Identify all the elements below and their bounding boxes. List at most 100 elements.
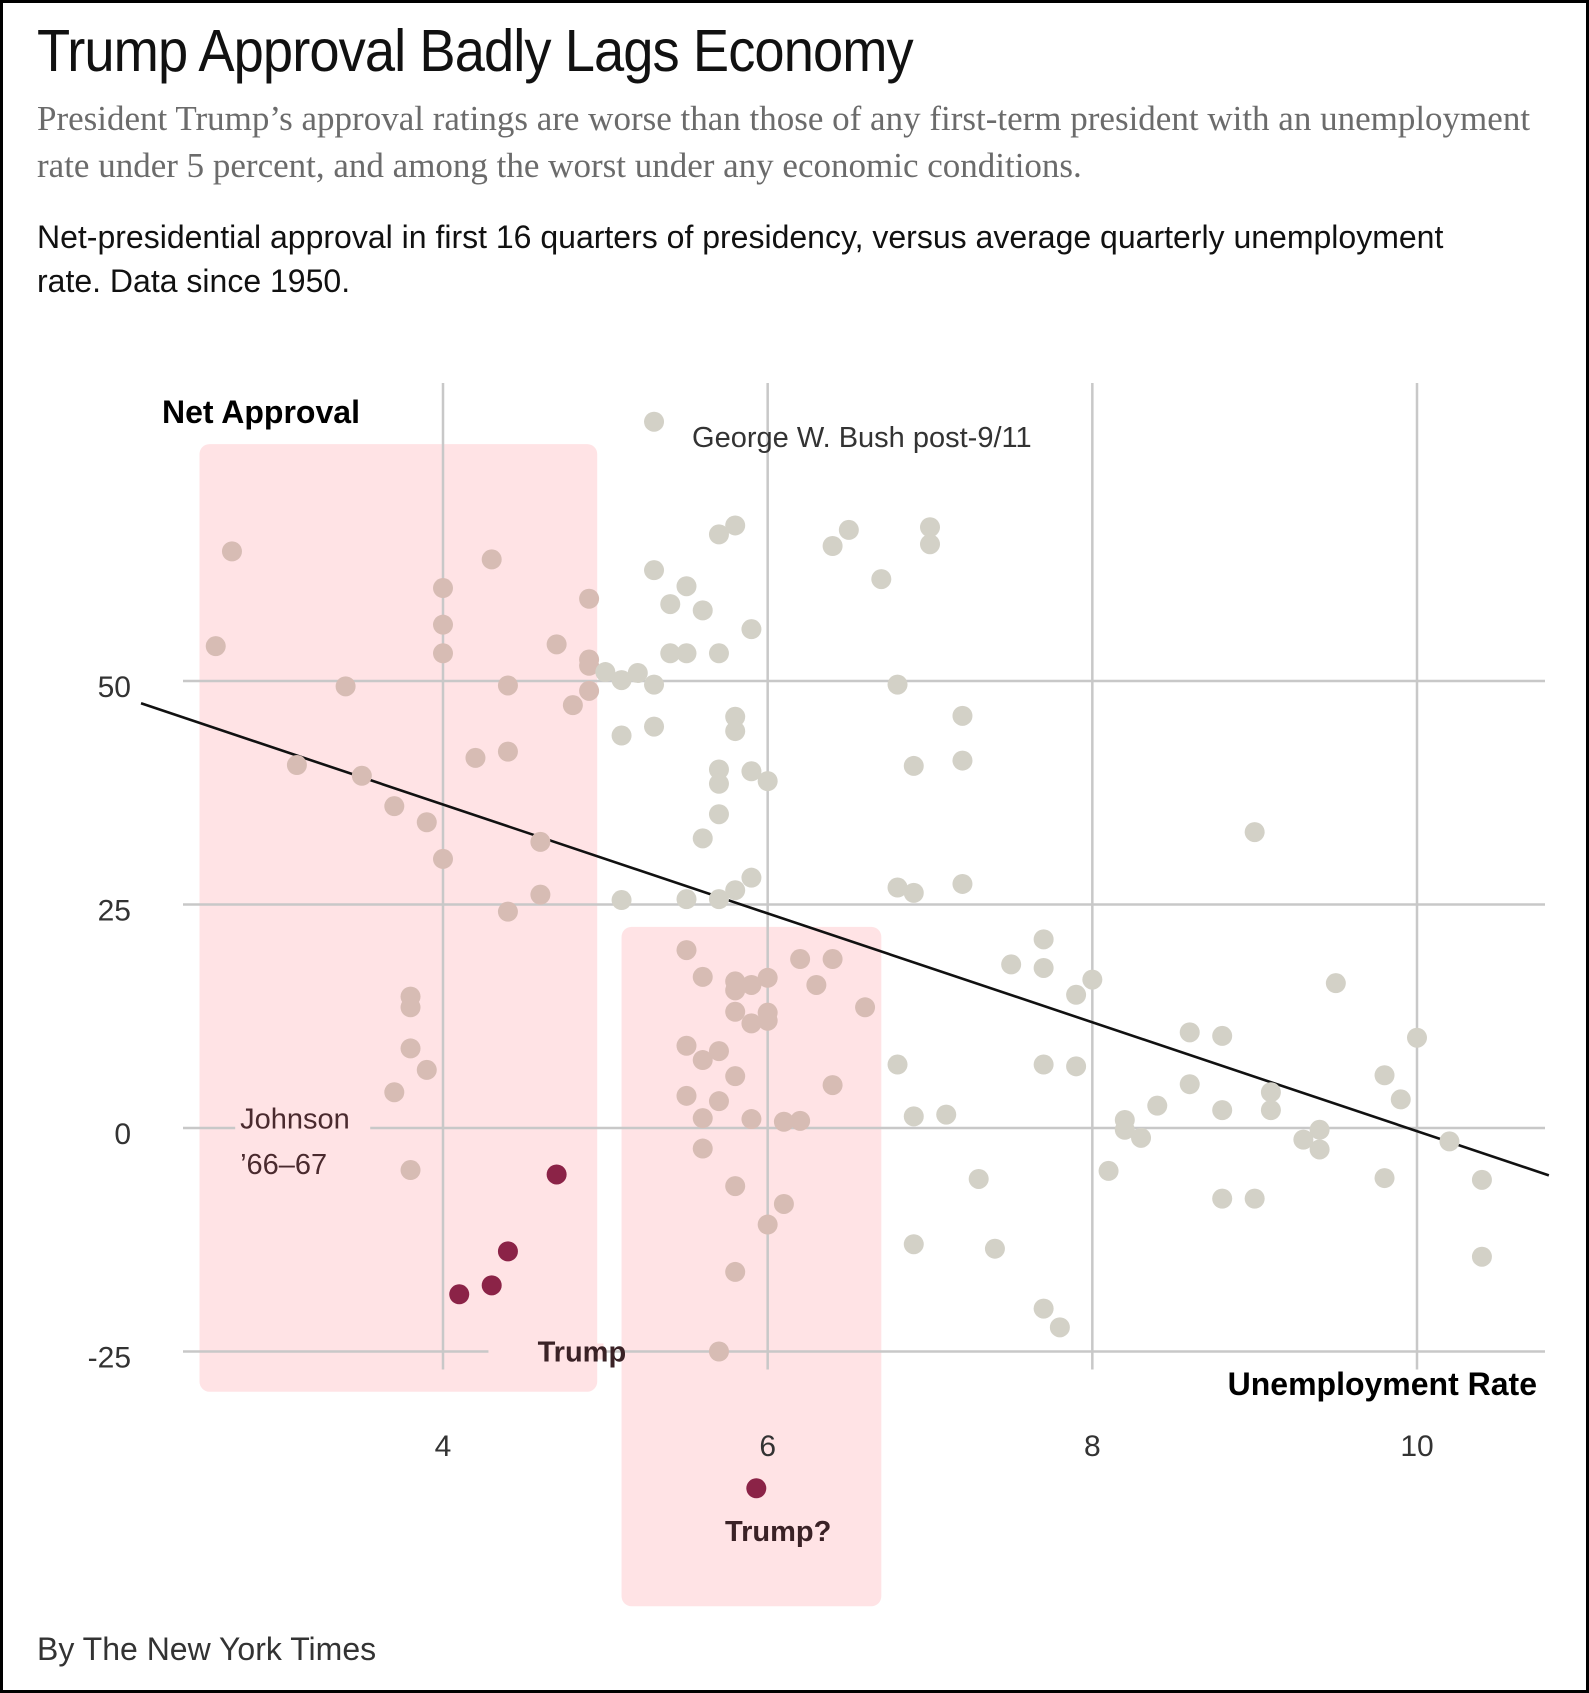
y-tick-label: 0 — [114, 1118, 131, 1151]
data-point — [676, 940, 697, 961]
data-point — [725, 1001, 746, 1022]
trend-line-group — [140, 702, 1550, 1177]
data-point — [822, 1075, 843, 1096]
data-point — [611, 725, 632, 746]
data-point — [1212, 1100, 1233, 1121]
data-point — [1033, 929, 1054, 950]
highlight-bands — [199, 444, 882, 1607]
data-point — [400, 1160, 421, 1181]
trump-point — [546, 1164, 567, 1185]
x-tick-label: 4 — [435, 1430, 452, 1463]
data-point — [1033, 957, 1054, 978]
y-axis-title: Net Approval — [162, 394, 360, 430]
data-point — [725, 880, 746, 901]
data-point — [1390, 1089, 1411, 1110]
data-point — [806, 974, 827, 995]
data-point — [741, 1109, 762, 1130]
data-point — [692, 1108, 713, 1129]
data-point — [708, 1341, 729, 1362]
data-point — [741, 974, 762, 995]
y-tick-label: 25 — [98, 895, 131, 928]
data-point — [335, 676, 356, 697]
data-point — [790, 949, 811, 970]
data-points — [205, 411, 1492, 1499]
data-point — [1049, 1317, 1070, 1338]
data-point — [1244, 1188, 1265, 1209]
y-tick-label: -25 — [88, 1342, 131, 1375]
data-point — [221, 541, 242, 562]
trump-point — [481, 1275, 502, 1296]
data-point — [838, 519, 859, 540]
data-point — [562, 695, 583, 716]
data-point — [433, 578, 453, 599]
chart-subtitle: President Trump’s approval ratings are w… — [37, 99, 1531, 185]
data-point — [1131, 1127, 1152, 1148]
data-point — [286, 755, 307, 776]
data-point — [644, 674, 665, 695]
data-point — [416, 812, 437, 833]
data-point — [1179, 1074, 1200, 1095]
data-point — [708, 643, 729, 664]
data-point — [400, 997, 421, 1018]
data-point — [692, 600, 713, 621]
trump-point — [497, 1241, 518, 1262]
data-point — [530, 884, 551, 905]
data-point — [433, 614, 453, 635]
data-point — [1309, 1139, 1330, 1160]
data-point — [952, 705, 973, 726]
data-point — [757, 1214, 778, 1235]
data-point — [822, 949, 843, 970]
data-point — [1374, 1168, 1395, 1189]
data-point — [887, 1054, 908, 1075]
data-point — [1066, 1056, 1087, 1077]
chart-labels: Net Approval Unemployment Rate George W.… — [162, 394, 1537, 1548]
data-point — [1066, 984, 1087, 1005]
data-point — [465, 747, 486, 768]
label-knockout — [235, 1122, 371, 1134]
data-point — [644, 411, 665, 432]
annotation-johnson: Johnson — [240, 1103, 350, 1135]
axis-ticks: 4 6 8 10 50 25 0 -25 — [88, 671, 1434, 1463]
data-point — [1260, 1100, 1281, 1121]
data-point — [757, 967, 778, 988]
data-point — [725, 1261, 746, 1282]
data-point — [1082, 969, 1103, 990]
data-point — [725, 1176, 746, 1197]
data-point — [416, 1059, 437, 1080]
data-point — [984, 1238, 1005, 1259]
data-point — [952, 750, 973, 771]
data-point — [741, 619, 762, 640]
data-point — [1374, 1065, 1395, 1086]
data-point — [1147, 1095, 1168, 1116]
label-knockout — [488, 1343, 604, 1360]
x-tick-label: 10 — [1400, 1430, 1433, 1463]
page-title: Trump Approval Badly Lags Economy — [37, 18, 914, 84]
x-tick-label: 6 — [759, 1430, 776, 1463]
data-point — [1260, 1082, 1281, 1103]
data-point — [692, 966, 713, 987]
data-point — [497, 741, 518, 762]
data-point — [611, 670, 632, 691]
data-point — [1471, 1246, 1492, 1267]
data-point — [627, 662, 648, 683]
data-point — [903, 882, 924, 903]
data-point — [757, 771, 778, 792]
data-point — [676, 643, 697, 664]
data-point — [1244, 822, 1265, 843]
data-point — [920, 517, 940, 538]
data-point — [611, 890, 632, 911]
trump-point — [449, 1284, 470, 1305]
data-point — [708, 759, 729, 780]
data-point — [676, 576, 697, 597]
data-point — [1001, 954, 1022, 975]
annotation-bush: George W. Bush post-9/11 — [692, 422, 1032, 454]
data-point — [579, 680, 600, 701]
data-point — [660, 594, 681, 615]
data-point — [1098, 1160, 1119, 1181]
data-point — [579, 655, 600, 676]
data-point — [725, 515, 746, 536]
data-point — [433, 643, 453, 664]
x-tick-label: 8 — [1084, 1430, 1101, 1463]
data-point — [741, 1013, 762, 1034]
data-point — [952, 873, 973, 894]
